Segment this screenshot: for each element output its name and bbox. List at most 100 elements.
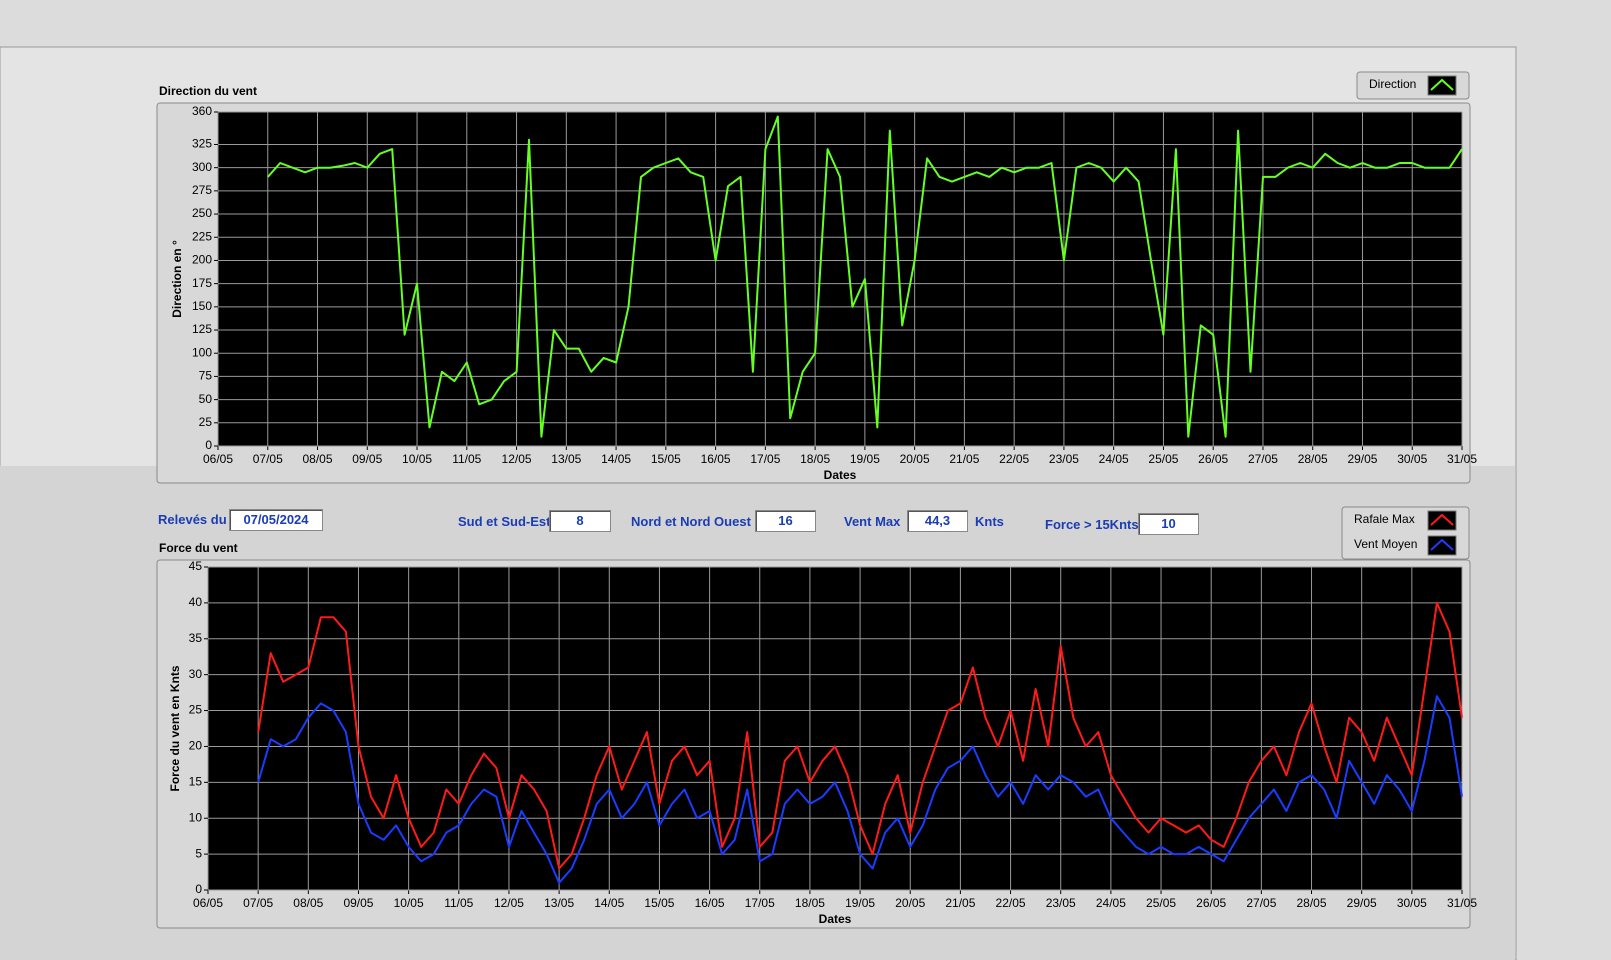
x-tick-label: 09/05 <box>352 452 382 466</box>
x-tick-label: 08/05 <box>293 896 323 910</box>
x-tick-label: 16/05 <box>701 452 731 466</box>
y-tick-label: 275 <box>192 183 212 197</box>
data-line <box>267 115 1463 438</box>
x-tick-label: 10/05 <box>394 896 424 910</box>
control-label: Force > 15Knts <box>1045 517 1139 532</box>
x-tick-label: 25/05 <box>1146 896 1176 910</box>
legend-line <box>1430 513 1454 526</box>
x-tick-label: 15/05 <box>644 896 674 910</box>
y-tick-label: 175 <box>192 276 212 290</box>
x-tick-label: 09/05 <box>343 896 373 910</box>
y-tick-label: 30 <box>189 667 203 681</box>
y-tick-label: 0 <box>195 882 202 896</box>
x-tick-label: 11/05 <box>444 896 473 910</box>
x-axis-label: Dates <box>819 912 852 926</box>
x-tick-label: 26/05 <box>1196 896 1226 910</box>
legend-swatch <box>1427 75 1457 96</box>
y-tick-label: 15 <box>189 775 203 789</box>
y-tick-label: 40 <box>189 595 203 609</box>
x-tick-label: 08/05 <box>303 452 333 466</box>
control-label: Nord et Nord Ouest <box>631 514 751 529</box>
chart-title: Force du vent <box>159 541 238 555</box>
legend-swatch <box>1427 535 1457 556</box>
control-label: Vent Max <box>844 514 901 529</box>
x-tick-label: 14/05 <box>601 452 631 466</box>
y-tick-label: 35 <box>189 631 203 645</box>
legend-line <box>1430 538 1454 551</box>
x-tick-label: 27/05 <box>1246 896 1276 910</box>
x-tick-label: 17/05 <box>750 452 780 466</box>
date-field[interactable]: 07/05/2024 <box>229 509 323 531</box>
y-tick-label: 360 <box>192 104 212 118</box>
x-tick-label: 07/05 <box>243 896 273 910</box>
y-tick-label: 25 <box>199 415 213 429</box>
x-tick-label: 18/05 <box>800 452 830 466</box>
x-tick-label: 16/05 <box>695 896 725 910</box>
x-tick-label: 22/05 <box>999 452 1029 466</box>
y-axis-label: Direction en ° <box>170 240 184 318</box>
x-tick-label: 24/05 <box>1099 452 1129 466</box>
x-tick-label: 21/05 <box>949 452 979 466</box>
data-line <box>257 601 1463 870</box>
x-tick-label: 25/05 <box>1148 452 1178 466</box>
y-tick-label: 50 <box>199 392 213 406</box>
value-field[interactable]: 10 <box>1138 513 1199 535</box>
x-tick-label: 19/05 <box>850 452 880 466</box>
y-tick-label: 0 <box>205 438 212 452</box>
x-tick-label: 29/05 <box>1347 452 1377 466</box>
plot-area <box>218 112 1462 446</box>
x-tick-label: 31/05 <box>1447 896 1477 910</box>
control-label: Sud et Sud-Est <box>458 514 551 529</box>
y-tick-label: 200 <box>192 253 212 267</box>
y-tick-label: 150 <box>192 299 212 313</box>
y-tick-label: 75 <box>199 369 213 383</box>
y-axis-label: Force du vent en Knts <box>168 665 182 791</box>
x-tick-label: 31/05 <box>1447 452 1477 466</box>
data-line <box>257 695 1463 884</box>
legend-label: Rafale Max <box>1354 512 1415 526</box>
x-tick-label: 06/05 <box>203 452 233 466</box>
x-axis-label: Dates <box>824 468 857 482</box>
y-tick-label: 125 <box>192 322 212 336</box>
x-tick-label: 07/05 <box>253 452 283 466</box>
x-tick-label: 15/05 <box>651 452 681 466</box>
x-tick-label: 26/05 <box>1198 452 1228 466</box>
x-tick-label: 13/05 <box>544 896 574 910</box>
x-tick-label: 23/05 <box>1046 896 1076 910</box>
legend-label: Direction <box>1369 77 1416 91</box>
x-tick-label: 14/05 <box>594 896 624 910</box>
y-tick-label: 250 <box>192 206 212 220</box>
x-tick-label: 30/05 <box>1397 452 1427 466</box>
x-tick-label: 29/05 <box>1347 896 1377 910</box>
x-tick-label: 27/05 <box>1248 452 1278 466</box>
y-tick-label: 100 <box>192 345 212 359</box>
x-tick-label: 11/05 <box>452 452 481 466</box>
legend-label: Vent Moyen <box>1354 537 1417 551</box>
x-tick-label: 19/05 <box>845 896 875 910</box>
y-tick-label: 5 <box>195 846 202 860</box>
x-tick-label: 20/05 <box>900 452 930 466</box>
y-tick-label: 225 <box>192 229 212 243</box>
y-tick-label: 20 <box>189 739 203 753</box>
plot-area <box>208 567 1462 890</box>
x-tick-label: 20/05 <box>895 896 925 910</box>
x-tick-label: 28/05 <box>1298 452 1328 466</box>
x-tick-label: 24/05 <box>1096 896 1126 910</box>
x-tick-label: 18/05 <box>795 896 825 910</box>
x-tick-label: 12/05 <box>494 896 524 910</box>
x-tick-label: 28/05 <box>1297 896 1327 910</box>
x-tick-label: 06/05 <box>193 896 223 910</box>
x-tick-label: 21/05 <box>945 896 975 910</box>
value-field[interactable]: 8 <box>549 510 611 532</box>
x-tick-label: 13/05 <box>551 452 581 466</box>
y-tick-label: 325 <box>192 137 212 151</box>
x-tick-label: 17/05 <box>745 896 775 910</box>
x-tick-label: 10/05 <box>402 452 432 466</box>
value-field[interactable]: 16 <box>755 510 816 532</box>
y-tick-label: 25 <box>189 703 203 717</box>
control-label: Relevés du <box>158 512 227 527</box>
value-field[interactable]: 44,3 <box>907 510 968 532</box>
chart-title: Direction du vent <box>159 84 257 98</box>
